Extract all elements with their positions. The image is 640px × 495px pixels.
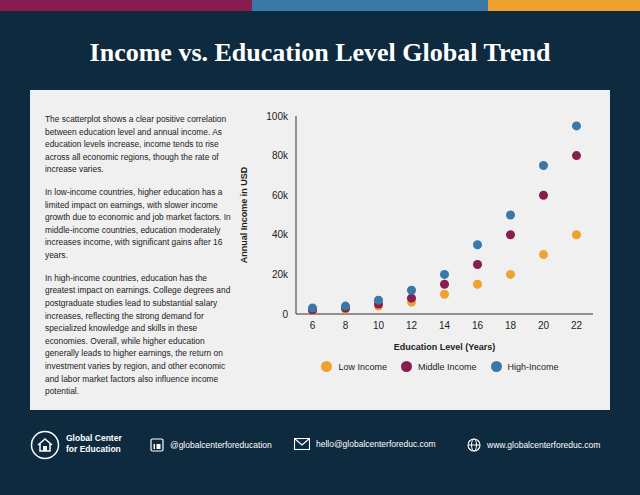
- svg-text:6: 6: [310, 320, 316, 331]
- svg-text:12: 12: [406, 320, 418, 331]
- html-text:Low Income: Low Income: [338, 361, 387, 372]
- html-text:for Education: for Education: [66, 444, 121, 455]
- html-text:hello@globalcenterforeduc.com: hello@globalcenterforeduc.com: [316, 439, 436, 449]
- html-text:Global Center: Global Center: [66, 433, 122, 443]
- svg-text:100k: 100k: [266, 111, 289, 122]
- svg-text:80k: 80k: [272, 150, 289, 161]
- svg-text:20: 20: [538, 320, 550, 331]
- html-text:In high-income countries, educ: In high-income countries, education has …: [45, 272, 231, 397]
- html-text:Middle Income: Middle Income: [418, 361, 477, 372]
- svg-text:20k: 20k: [272, 269, 289, 280]
- svg-text:22: 22: [571, 320, 583, 331]
- html-text:High-Income: High-Income: [507, 361, 559, 372]
- html-text:www.globalcenterforeduc.com: www.globalcenterforeduc.com: [487, 440, 601, 450]
- svg-text:8: 8: [343, 320, 349, 331]
- svg-text:18: 18: [505, 320, 517, 331]
- html-text:Income vs. Education Level Glo: Income vs. Education Level Global Trend: [89, 38, 551, 67]
- svg-text:60k: 60k: [272, 190, 289, 201]
- html-text:The scatterplot shows a clear: The scatterplot shows a clear positive c…: [45, 114, 227, 175]
- html-text:@globalcenterforeducation: @globalcenterforeducation: [170, 440, 272, 450]
- svg-text:Annual Income in USD: Annual Income in USD: [239, 166, 249, 263]
- svg-text:Education Level (Years): Education Level (Years): [394, 342, 496, 352]
- svg-text:10: 10: [373, 320, 385, 331]
- svg-text:0: 0: [282, 309, 288, 320]
- svg-text:40k: 40k: [272, 229, 289, 240]
- svg-text:16: 16: [472, 320, 484, 331]
- svg-text:14: 14: [439, 320, 451, 331]
- html-text:In low-income countries, highe: In low-income countries, higher educatio…: [45, 187, 231, 261]
